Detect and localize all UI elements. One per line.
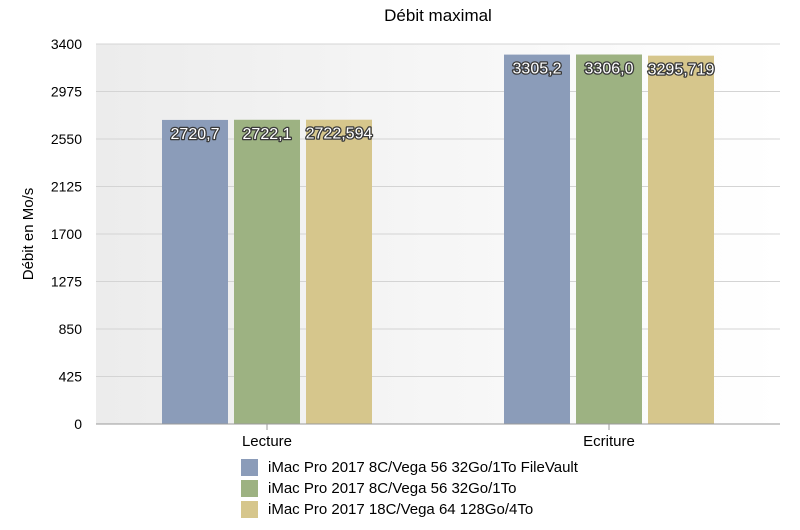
y-tick-labels: 0 425 850 1275 1700 2125 2550 2975 3400 <box>51 36 82 432</box>
y-tick-label: 425 <box>59 369 83 385</box>
data-label: 3295,719 <box>648 62 715 79</box>
legend-swatch <box>241 459 258 476</box>
y-tick-label: 1275 <box>51 274 82 290</box>
x-category-label: Lecture <box>242 433 292 450</box>
legend-label: iMac Pro 2017 18C/Vega 64 128Go/4To <box>268 501 534 518</box>
bar <box>648 55 714 424</box>
data-label: 2720,7 <box>171 126 220 143</box>
legend-item: iMac Pro 2017 8C/Vega 56 32Go/1To FileVa… <box>241 457 578 478</box>
y-tick-label: 3400 <box>51 36 82 52</box>
data-label: 3306,0 <box>585 61 634 78</box>
y-tick-label: 850 <box>59 321 83 337</box>
legend-label: iMac Pro 2017 8C/Vega 56 32Go/1To <box>268 480 517 497</box>
y-tick-label: 1700 <box>51 226 82 242</box>
y-axis-label: Débit en Mo/s <box>20 188 37 281</box>
bar <box>234 119 300 425</box>
x-category-labels: Lecture Ecriture <box>242 424 635 450</box>
bar <box>504 54 570 424</box>
y-tick-label: 2975 <box>51 84 82 100</box>
legend-label: iMac Pro 2017 8C/Vega 56 32Go/1To FileVa… <box>268 459 578 476</box>
data-label: 2722,1 <box>243 126 292 143</box>
y-tick-label: 2550 <box>51 131 82 147</box>
legend-swatch <box>241 501 258 518</box>
bar <box>162 119 228 425</box>
legend-item: iMac Pro 2017 8C/Vega 56 32Go/1To <box>241 478 578 499</box>
x-category-label: Ecriture <box>583 433 635 450</box>
legend: iMac Pro 2017 8C/Vega 56 32Go/1To FileVa… <box>241 457 578 520</box>
bar <box>306 119 372 424</box>
y-tick-label: 0 <box>74 416 82 432</box>
legend-item: iMac Pro 2017 18C/Vega 64 128Go/4To <box>241 499 578 520</box>
legend-swatch <box>241 480 258 497</box>
data-label: 3305,2 <box>513 61 562 78</box>
bar <box>576 54 642 424</box>
chart-title: Débit maximal <box>384 6 492 25</box>
y-tick-label: 2125 <box>51 179 82 195</box>
data-label: 2722,594 <box>306 126 373 143</box>
bars <box>162 54 714 425</box>
data-labels: 2720,7 2722,1 2722,594 3305,2 3306,0 3295,719 <box>169 59 716 144</box>
